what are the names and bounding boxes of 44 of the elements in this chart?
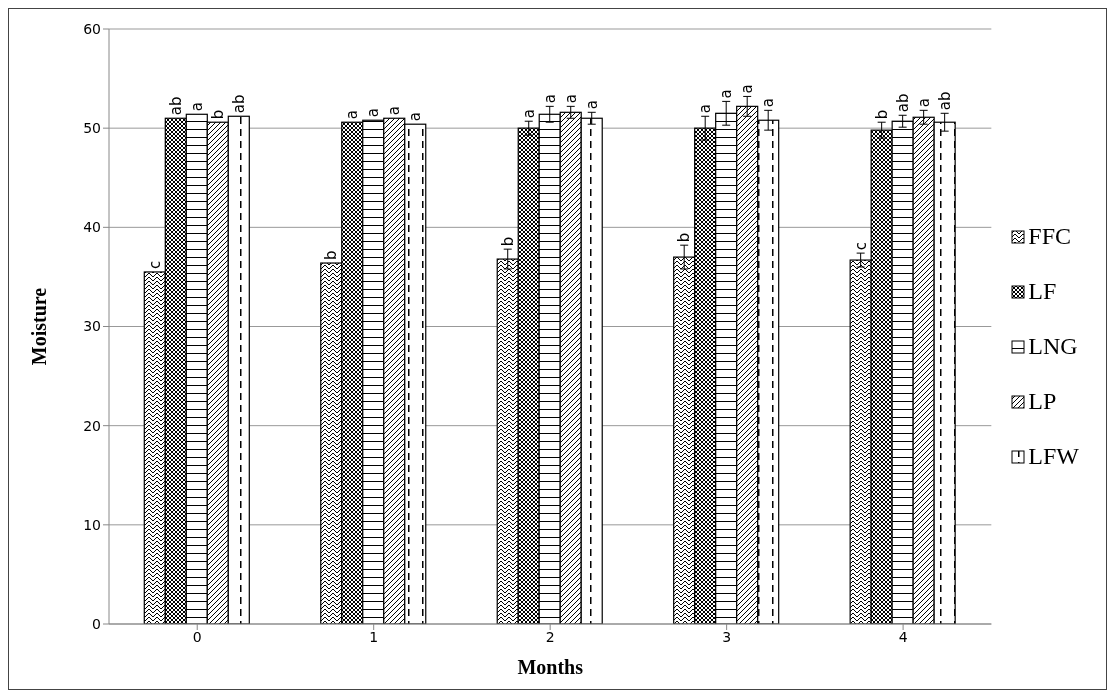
- x-tick-label: 0: [192, 628, 202, 645]
- data-label: a: [582, 100, 601, 110]
- y-tick-label: 50: [83, 120, 101, 137]
- data-label: ab: [935, 91, 954, 111]
- data-label: a: [717, 89, 736, 99]
- data-label: c: [145, 260, 164, 269]
- legend-label: FFC: [1028, 223, 1072, 250]
- y-tick-label: 30: [83, 318, 101, 335]
- data-label: b: [208, 109, 227, 120]
- x-tick-label: 3: [722, 628, 732, 645]
- data-label: ab: [893, 93, 912, 113]
- data-label: a: [561, 94, 580, 104]
- data-label: b: [872, 109, 891, 120]
- legend-label: LP: [1028, 388, 1057, 415]
- y-axis-title: Moisture: [28, 287, 51, 366]
- data-label: a: [914, 98, 933, 108]
- data-label: a: [738, 84, 757, 94]
- data-label: a: [519, 109, 538, 119]
- data-label: a: [696, 104, 715, 114]
- x-axis-title: Months: [517, 656, 584, 678]
- data-label: ab: [166, 96, 185, 116]
- x-tick-label: 2: [545, 628, 555, 645]
- data-label: c: [851, 241, 870, 251]
- data-label: a: [406, 112, 425, 122]
- legend-label: LF: [1028, 278, 1057, 305]
- data-label: b: [675, 232, 694, 243]
- y-tick-label: 40: [83, 219, 101, 236]
- data-label: b: [498, 236, 517, 247]
- y-tick-label: 0: [92, 615, 101, 632]
- y-tick-label: 20: [83, 417, 101, 434]
- data-label: a: [385, 106, 404, 116]
- y-tick-label: 60: [83, 20, 101, 37]
- data-label: a: [187, 102, 206, 112]
- data-label: b: [322, 250, 341, 261]
- legend-label: LFW: [1028, 443, 1079, 470]
- x-tick-label: 1: [369, 628, 379, 645]
- data-label: a: [343, 110, 362, 120]
- x-tick-label: 4: [898, 628, 908, 645]
- data-label: a: [364, 108, 383, 118]
- data-label: a: [759, 98, 778, 108]
- data-label: a: [540, 94, 559, 104]
- y-tick-label: 10: [83, 516, 101, 533]
- legend-label: LNG: [1028, 333, 1078, 360]
- data-label: ab: [229, 94, 248, 114]
